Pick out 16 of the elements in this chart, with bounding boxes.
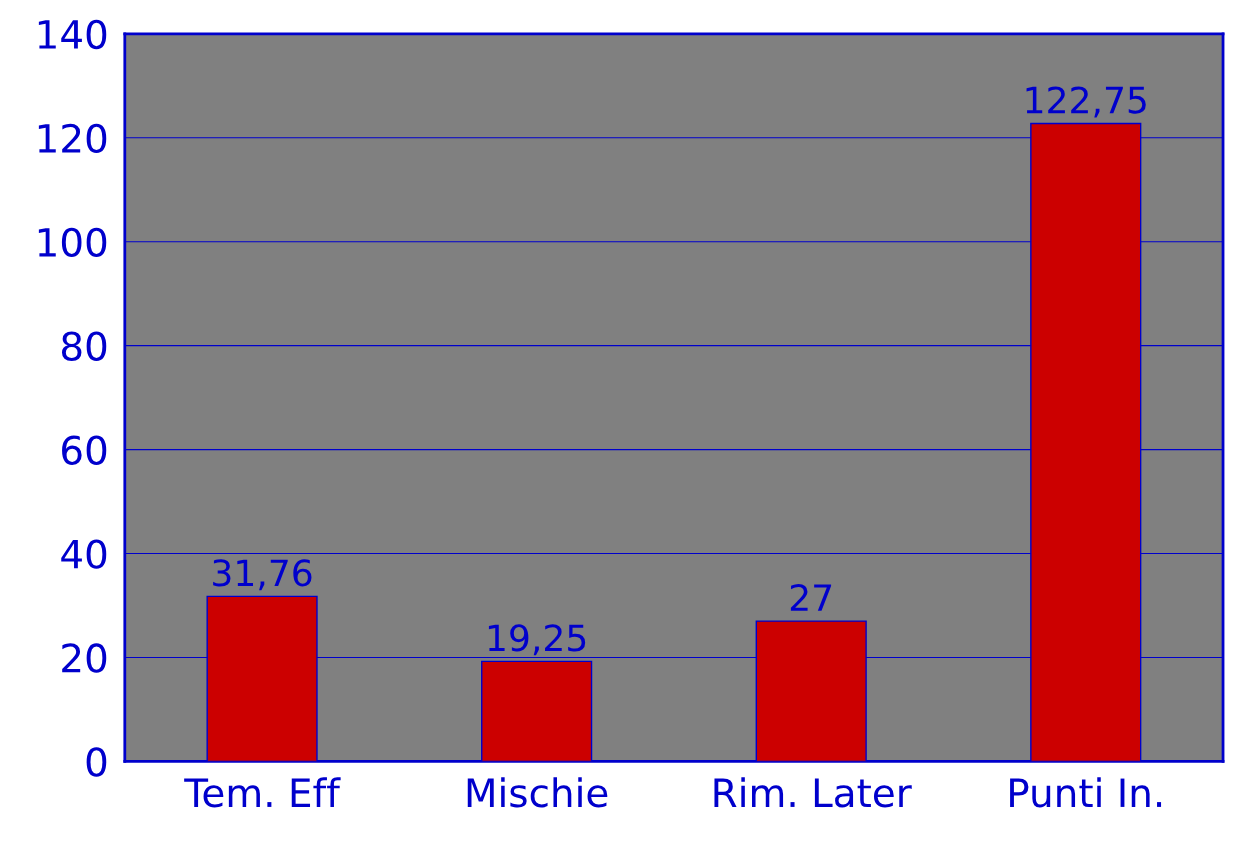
x-tick-label: Tem. Eff: [184, 777, 341, 808]
y-tick-label: 80: [61, 331, 107, 361]
x-tick-label: Mischie: [467, 777, 608, 808]
y-tick-label: 120: [38, 123, 107, 154]
y-tick-label: 0: [86, 747, 107, 777]
data-label: 31,76: [213, 559, 312, 591]
data-label: 19,25: [488, 624, 586, 656]
x-tick-label: Rim. Later: [714, 777, 912, 808]
x-tick-label: Punti In.: [1010, 777, 1162, 808]
y-tick-label: 20: [62, 643, 107, 673]
y-tick-label: 60: [62, 435, 107, 465]
data-label: 122,75: [1026, 86, 1146, 118]
y-tick-label: 100: [38, 227, 107, 258]
y-tick-label: 140: [38, 19, 107, 50]
y-tick-label: 40: [61, 539, 107, 569]
data-label: 27: [790, 584, 832, 611]
